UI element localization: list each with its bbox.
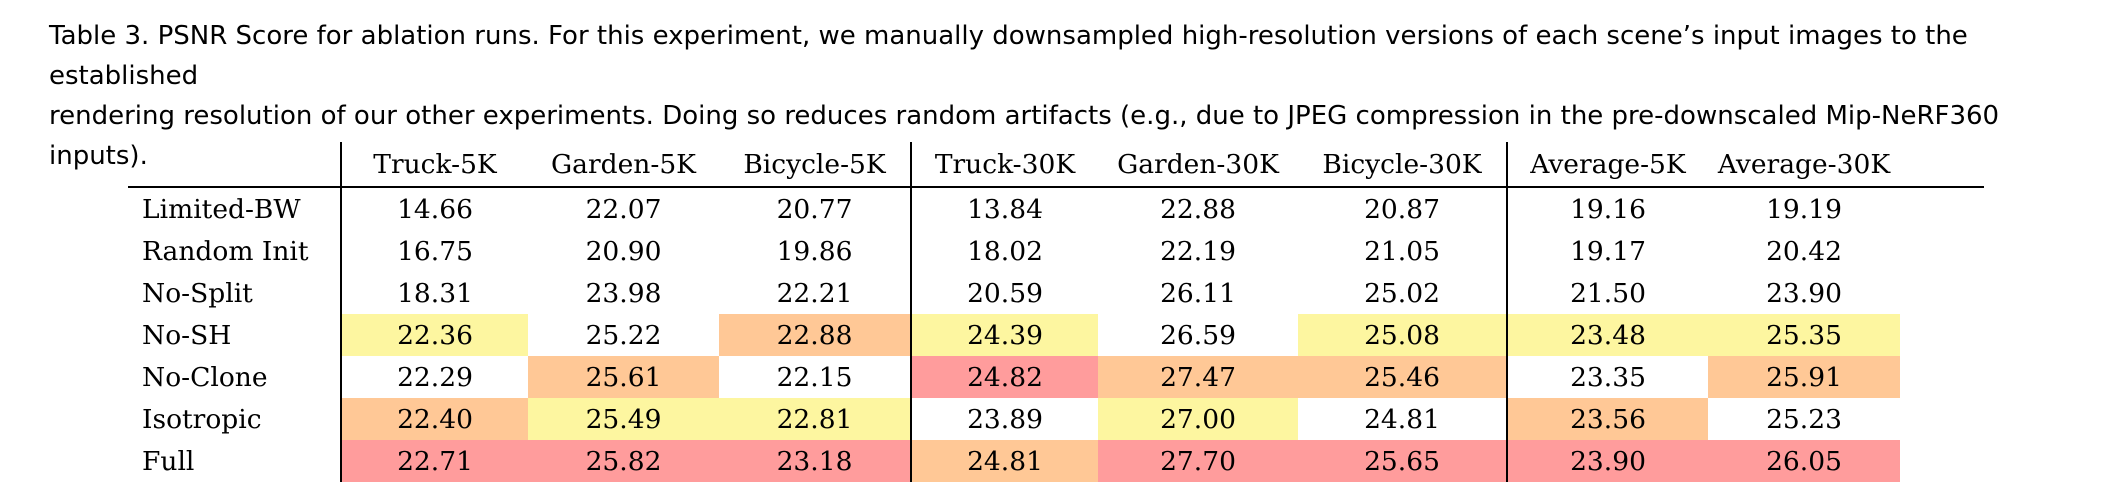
table-row: Full 22.71 25.82 23.18 24.81 27.70 25.65…: [128, 440, 1984, 482]
table-cell: 27.70: [1098, 440, 1298, 482]
table-cell: 21.50: [1570, 277, 1646, 309]
col-header: Bicycle-5K: [719, 142, 912, 188]
table-cell: 20.90: [585, 235, 662, 267]
table-cell: 23.35: [1570, 361, 1646, 393]
table-cell: 25.35: [1708, 314, 1900, 356]
table-cell: 21.05: [1298, 230, 1508, 272]
col-header: Garden-30K: [1098, 142, 1298, 188]
table-cell: 20.87: [1298, 187, 1508, 230]
table-cell: 25.22: [585, 319, 662, 351]
table-cell: 22.29: [397, 361, 473, 393]
table-cell: 22.07: [585, 193, 662, 225]
header-pad: [1900, 142, 1984, 188]
row-label: Full: [128, 440, 342, 482]
table-cell: 23.56: [1507, 398, 1708, 440]
table-cell: 19.86: [719, 230, 912, 272]
table-cell: 26.59: [1160, 319, 1236, 351]
table-cell: 25.23: [1766, 403, 1842, 435]
row-label: No-Split: [128, 272, 342, 314]
table-cell: 23.18: [719, 440, 912, 482]
table-cell: 24.39: [911, 314, 1098, 356]
table-cell: 24.82: [911, 356, 1098, 398]
table-cell: 19.19: [1766, 193, 1842, 225]
table-cell: 20.77: [719, 187, 912, 230]
table-cell: 18.31: [397, 277, 473, 309]
col-header: Garden-5K: [528, 142, 719, 188]
caption-line-1: Table 3. PSNR Score for ablation runs. F…: [49, 21, 1968, 91]
table-cell: 25.02: [1298, 272, 1508, 314]
table-cell: 25.46: [1298, 356, 1508, 398]
table-cell: 25.08: [1298, 314, 1508, 356]
ablation-table-container: Truck-5K Garden-5K Bicycle-5K Truck-30K …: [128, 142, 1984, 482]
table-cell: 22.21: [719, 272, 912, 314]
table-cell: 25.65: [1298, 440, 1508, 482]
table-cell: 22.71: [341, 440, 528, 482]
col-header: Truck-5K: [341, 142, 528, 188]
ablation-table: Truck-5K Garden-5K Bicycle-5K Truck-30K …: [128, 142, 1984, 482]
table-cell: 24.81: [1298, 398, 1508, 440]
row-pad: [1900, 187, 1984, 230]
row-pad: [1900, 272, 1984, 314]
table-cell: 26.11: [1160, 277, 1236, 309]
table-cell: 24.81: [911, 440, 1098, 482]
table-cell: 23.98: [585, 277, 662, 309]
header-corner: [128, 142, 342, 188]
row-pad: [1900, 356, 1984, 398]
table-cell: 13.84: [967, 193, 1043, 225]
table-cell: 27.47: [1098, 356, 1298, 398]
col-header: Bicycle-30K: [1298, 142, 1508, 188]
row-pad: [1900, 398, 1984, 440]
table-row: No-Split 18.31 23.98 22.21 20.59 26.11 2…: [128, 272, 1984, 314]
table-cell: 22.36: [341, 314, 528, 356]
table-row: No-Clone 22.29 25.61 22.15 24.82 27.47 2…: [128, 356, 1984, 398]
table-row: Isotropic 22.40 25.49 22.81 23.89 27.00 …: [128, 398, 1984, 440]
table-cell: 25.82: [528, 440, 719, 482]
table-cell: 20.42: [1766, 235, 1842, 267]
table-cell: 16.75: [397, 235, 473, 267]
table-row: Random Init 16.75 20.90 19.86 18.02 22.1…: [128, 230, 1984, 272]
table-cell: 23.48: [1507, 314, 1708, 356]
table-cell: 22.88: [719, 314, 912, 356]
table-cell: 22.40: [341, 398, 528, 440]
header-row: Truck-5K Garden-5K Bicycle-5K Truck-30K …: [128, 142, 1984, 188]
table-row: No-SH 22.36 25.22 22.88 24.39 26.59 25.0…: [128, 314, 1984, 356]
table-cell: 26.05: [1708, 440, 1900, 482]
table-cell: 23.89: [967, 403, 1043, 435]
table-cell: 27.00: [1098, 398, 1298, 440]
row-label: No-Clone: [128, 356, 342, 398]
table-cell: 23.90: [1507, 440, 1708, 482]
table-cell: 19.17: [1570, 235, 1646, 267]
row-pad: [1900, 440, 1984, 482]
row-label: Isotropic: [128, 398, 342, 440]
table-cell: 23.90: [1766, 277, 1842, 309]
table-cell: 25.61: [528, 356, 719, 398]
row-label: No-SH: [128, 314, 342, 356]
table-cell: 22.15: [719, 356, 912, 398]
row-pad: [1900, 230, 1984, 272]
table-cell: 18.02: [967, 235, 1043, 267]
table-row: Limited-BW 14.66 22.07 20.77 13.84 22.88…: [128, 187, 1984, 230]
table-cell: 14.66: [397, 193, 473, 225]
table-cell: 25.49: [528, 398, 719, 440]
table-cell: 25.91: [1708, 356, 1900, 398]
row-pad: [1900, 314, 1984, 356]
table-cell: 22.88: [1160, 193, 1236, 225]
col-header: Average-5K: [1507, 142, 1708, 188]
row-label: Random Init: [128, 230, 342, 272]
col-header: Truck-30K: [911, 142, 1098, 188]
col-header: Average-30K: [1708, 142, 1900, 188]
row-label: Limited-BW: [128, 187, 342, 230]
table-cell: 22.81: [719, 398, 912, 440]
table-cell: 20.59: [967, 277, 1043, 309]
table-cell: 19.16: [1570, 193, 1646, 225]
table-cell: 22.19: [1160, 235, 1236, 267]
